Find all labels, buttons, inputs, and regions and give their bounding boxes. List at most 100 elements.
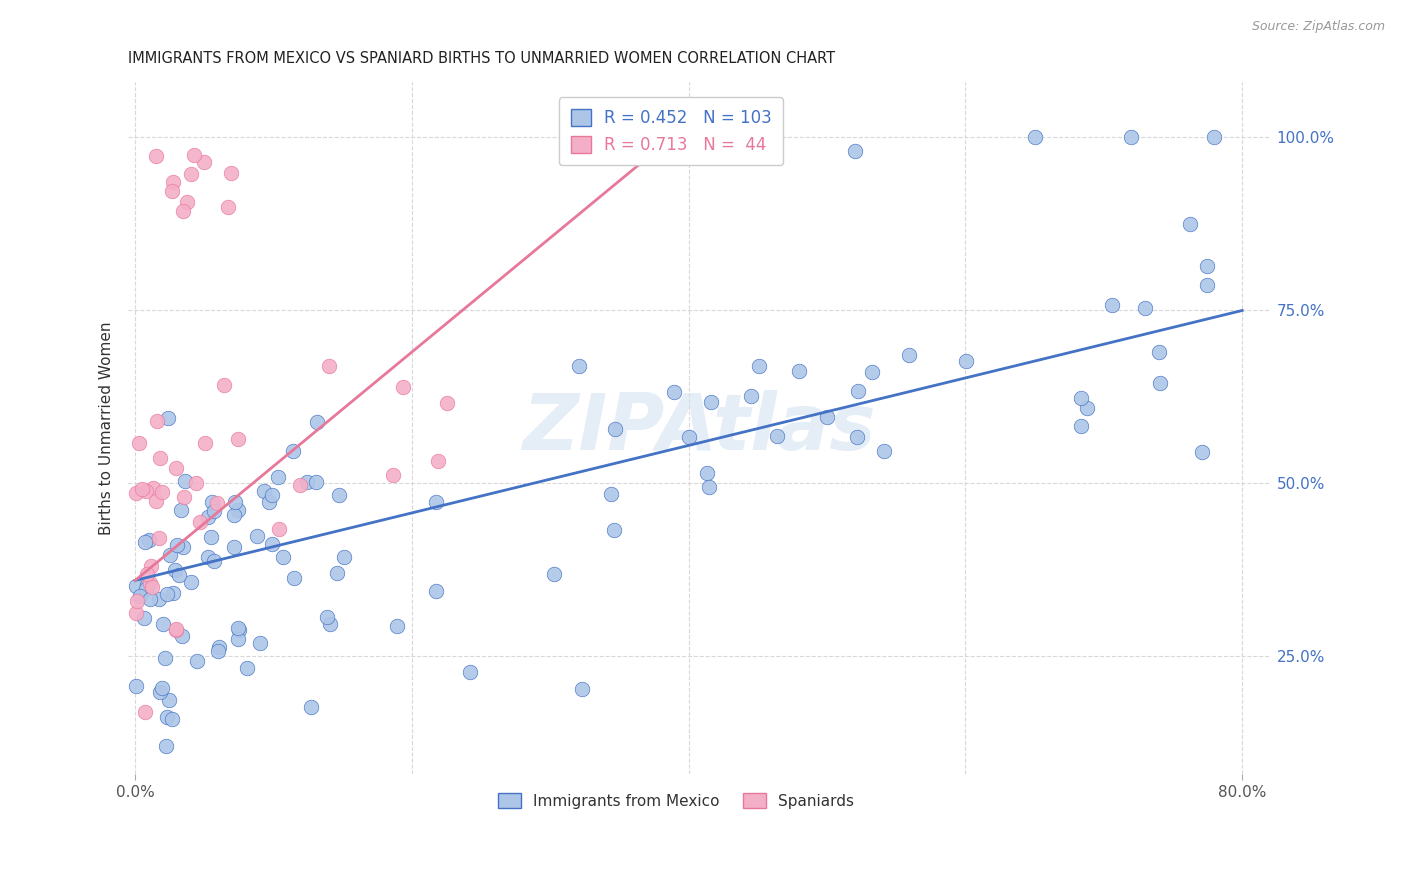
Point bbox=[162, 586, 184, 600]
Point bbox=[425, 494, 447, 508]
Point bbox=[224, 508, 246, 522]
Point bbox=[664, 385, 686, 400]
Point bbox=[543, 567, 565, 582]
Point bbox=[318, 359, 340, 373]
Point bbox=[138, 533, 160, 548]
Point bbox=[603, 523, 626, 537]
Point bbox=[326, 566, 349, 580]
Point bbox=[146, 414, 169, 428]
Point bbox=[1070, 392, 1092, 406]
Point bbox=[425, 584, 447, 599]
Point bbox=[228, 623, 250, 637]
Point bbox=[846, 430, 869, 444]
Point bbox=[135, 582, 157, 596]
Point bbox=[141, 481, 163, 495]
Point bbox=[152, 681, 174, 695]
Point bbox=[208, 640, 231, 654]
Point bbox=[202, 554, 225, 568]
Point bbox=[740, 389, 762, 403]
Point bbox=[226, 503, 249, 517]
Point bbox=[678, 430, 700, 444]
Point bbox=[180, 574, 202, 589]
Point bbox=[173, 474, 195, 488]
Point bbox=[160, 185, 183, 199]
Point bbox=[163, 563, 186, 577]
Point bbox=[299, 700, 322, 714]
Point bbox=[259, 495, 281, 509]
Point bbox=[571, 681, 593, 696]
Point bbox=[139, 592, 162, 607]
Point bbox=[846, 384, 869, 398]
Point bbox=[226, 621, 249, 635]
Point bbox=[436, 396, 458, 410]
Point bbox=[226, 432, 249, 446]
Point bbox=[603, 422, 626, 436]
Point bbox=[162, 175, 184, 189]
Point bbox=[145, 149, 167, 163]
Point bbox=[125, 606, 148, 620]
Point bbox=[180, 167, 202, 181]
Point bbox=[955, 353, 977, 368]
Point bbox=[224, 540, 246, 554]
Point bbox=[155, 739, 177, 754]
Point bbox=[1076, 401, 1098, 415]
Point bbox=[600, 486, 623, 500]
Point bbox=[165, 460, 187, 475]
Point bbox=[1149, 376, 1171, 390]
Point bbox=[128, 436, 150, 450]
Point bbox=[1147, 344, 1170, 359]
Y-axis label: Births to Unmarried Women: Births to Unmarried Women bbox=[100, 321, 114, 535]
Point bbox=[1133, 301, 1156, 315]
Point bbox=[145, 494, 167, 508]
Legend: Immigrants from Mexico, Spaniards: Immigrants from Mexico, Spaniards bbox=[492, 787, 860, 815]
Point bbox=[249, 636, 271, 650]
Point bbox=[1101, 298, 1123, 312]
Point bbox=[159, 549, 181, 563]
Point bbox=[135, 483, 157, 498]
Point bbox=[125, 578, 148, 592]
Point bbox=[391, 380, 413, 394]
Point bbox=[150, 485, 173, 500]
Point bbox=[426, 453, 449, 467]
Text: IMMIGRANTS FROM MEXICO VS SPANIARD BIRTHS TO UNMARRIED WOMEN CORRELATION CHART: IMMIGRANTS FROM MEXICO VS SPANIARD BIRTH… bbox=[128, 51, 835, 66]
Point bbox=[165, 623, 187, 637]
Point bbox=[141, 580, 163, 594]
Point bbox=[271, 549, 294, 564]
Point bbox=[207, 643, 229, 657]
Point bbox=[152, 616, 174, 631]
Point bbox=[139, 559, 162, 574]
Point bbox=[172, 540, 194, 554]
Point bbox=[134, 611, 156, 625]
Point bbox=[295, 475, 318, 490]
Point bbox=[319, 617, 342, 632]
Point bbox=[1024, 130, 1046, 145]
Point bbox=[193, 154, 215, 169]
Point bbox=[149, 685, 172, 699]
Point bbox=[125, 679, 148, 693]
Point bbox=[1121, 130, 1143, 145]
Point bbox=[269, 522, 291, 536]
Point bbox=[224, 495, 246, 509]
Point bbox=[226, 632, 249, 646]
Point bbox=[253, 483, 276, 498]
Point bbox=[135, 578, 157, 592]
Point bbox=[305, 475, 328, 490]
Point bbox=[246, 529, 269, 543]
Point bbox=[860, 365, 883, 379]
Point bbox=[696, 466, 718, 480]
Point bbox=[201, 495, 224, 509]
Point bbox=[125, 486, 148, 500]
Point bbox=[283, 571, 305, 585]
Point bbox=[382, 468, 405, 483]
Point bbox=[186, 654, 208, 668]
Point bbox=[748, 359, 770, 374]
Point bbox=[1191, 445, 1213, 459]
Text: Source: ZipAtlas.com: Source: ZipAtlas.com bbox=[1251, 20, 1385, 33]
Point bbox=[194, 436, 217, 450]
Point bbox=[1195, 259, 1218, 273]
Point bbox=[697, 480, 720, 494]
Point bbox=[200, 530, 222, 544]
Point bbox=[184, 475, 207, 490]
Point bbox=[173, 491, 195, 505]
Point bbox=[205, 496, 228, 510]
